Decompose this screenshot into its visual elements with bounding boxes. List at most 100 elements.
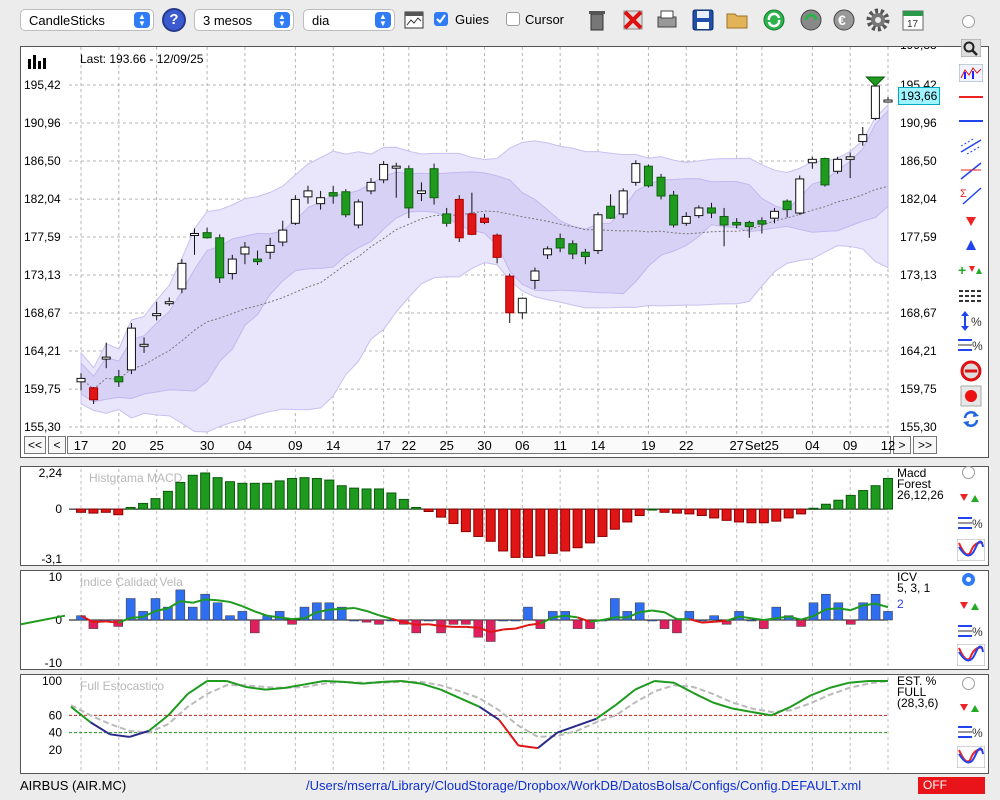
candle: [770, 207, 780, 224]
candle-body: [467, 213, 477, 235]
open-folder-button[interactable]: [724, 6, 752, 34]
icv-smooth-line: [490, 628, 504, 634]
icv-smooth-line: [267, 614, 280, 619]
settings-button[interactable]: [864, 6, 892, 34]
candle: [278, 220, 288, 247]
percent-range-button[interactable]: %: [957, 310, 985, 332]
svg-text:%: %: [971, 315, 982, 329]
stochastic-panel-radio[interactable]: [962, 677, 975, 690]
stochastic-k-line: [401, 680, 422, 685]
macd-legend: Macd Forest 26,12,26: [897, 467, 944, 501]
x-tick-label: 04: [238, 438, 252, 453]
status-badge[interactable]: OFF: [918, 777, 985, 794]
macd-panel-radio[interactable]: [962, 466, 975, 479]
candle-body: [606, 205, 616, 219]
stochastic-curve-button[interactable]: [957, 746, 985, 768]
zoom-button[interactable]: [957, 37, 985, 59]
icv-bar: [746, 619, 757, 622]
nav-last-button[interactable]: >>: [913, 436, 937, 454]
icv-smooth-line: [229, 600, 243, 608]
delete-button[interactable]: [619, 6, 647, 34]
trendline-button[interactable]: [957, 160, 985, 182]
icv-panel[interactable]: 10 0 -10 Indice Calidad Vela ICV 5, 3, 1 2: [20, 570, 989, 670]
record-button[interactable]: [957, 385, 985, 407]
icv-percent-button[interactable]: %: [957, 620, 985, 642]
horizontal-line-blue-button[interactable]: [957, 110, 985, 132]
icv-panel-radio[interactable]: [962, 573, 975, 586]
stochastic-signals-button[interactable]: [957, 697, 985, 719]
disable-button[interactable]: [957, 360, 985, 382]
icv-signals-button[interactable]: [957, 595, 985, 617]
candle: [732, 218, 742, 229]
stochastic-panel[interactable]: 100 60 40 20 Full Estocastico EST. % FULL (…: [20, 674, 989, 774]
horizontal-line-red-button[interactable]: [957, 86, 985, 108]
nav-first-button[interactable]: <<: [24, 436, 46, 454]
chart-window-button[interactable]: [400, 6, 428, 34]
channel-button[interactable]: [957, 135, 985, 157]
icv-smooth-line: [465, 625, 479, 629]
candle-body: [139, 343, 149, 347]
sell-marker-button[interactable]: [957, 210, 985, 232]
candle-body: [656, 176, 666, 197]
save-button[interactable]: [689, 6, 717, 34]
macd-curve-button[interactable]: [957, 539, 985, 561]
icv-curve-button[interactable]: [957, 644, 985, 666]
macd-bar: [609, 508, 620, 530]
candle: [328, 185, 338, 204]
candle: [139, 337, 149, 353]
record-icon: [960, 385, 982, 407]
nav-prev-button[interactable]: <: [48, 436, 66, 454]
refresh-button[interactable]: [760, 6, 788, 34]
icv-bar: [187, 606, 198, 621]
regression-button[interactable]: Σ: [957, 185, 985, 207]
percent-lines-button[interactable]: %: [957, 334, 985, 356]
macd-bar: [858, 490, 869, 510]
chart-type-select[interactable]: CandleSticks ▲ ▼: [20, 9, 154, 31]
candle: [694, 205, 704, 219]
y-tick-label: 10: [49, 571, 63, 584]
candle-body: [240, 246, 250, 255]
add-signal-button[interactable]: +: [957, 259, 985, 281]
y-tick-label-right: 173,13: [900, 268, 937, 282]
macd-percent-button[interactable]: %: [957, 512, 985, 534]
icv-bar: [846, 619, 856, 625]
stochastic-k-line: [673, 681, 694, 694]
cursor-checkbox[interactable]: [506, 12, 520, 26]
price-chart-panel[interactable]: 195,42 195,42 190,96 190,96 186,50 186,50 182,…: [20, 46, 989, 458]
guides-checkbox[interactable]: [434, 12, 448, 26]
macd-bar: [560, 508, 571, 552]
y-tick-label: 60: [49, 708, 63, 722]
stochastic-percent-button[interactable]: %: [957, 721, 985, 743]
main-panel-radio[interactable]: [962, 15, 975, 28]
download-data-button[interactable]: [797, 6, 825, 34]
nav-next-button[interactable]: >: [893, 436, 911, 454]
x-tick-label: 22: [402, 438, 416, 453]
chart-style-button[interactable]: [957, 62, 985, 84]
currency-button[interactable]: €: [830, 6, 858, 34]
candle: [454, 195, 464, 243]
icv-smooth-line: [477, 626, 492, 633]
signal-arrows-icon: [960, 494, 979, 502]
calendar-button[interactable]: 17: [899, 6, 927, 34]
buy-marker-button[interactable]: [957, 234, 985, 256]
lines-menu-button[interactable]: [957, 285, 985, 307]
y-tick-label-right: 199,88: [900, 47, 937, 52]
macd-panel[interactable]: 2,24 0 -3,1 Histgrama MACD Macd Forest 26,…: [20, 466, 989, 566]
icv-bar: [523, 606, 533, 621]
macd-signals-button[interactable]: [957, 487, 985, 509]
time-axis-bar[interactable]: [67, 436, 891, 454]
candle: [757, 217, 767, 234]
config-path-link[interactable]: /Users/mserra/Library/CloudStorage/Dropb…: [306, 778, 862, 793]
period-select[interactable]: 3 mesos ▲ ▼: [194, 9, 294, 31]
macd-bar: [522, 508, 533, 558]
help-button[interactable]: ?: [162, 8, 186, 32]
sync-button[interactable]: [957, 408, 985, 430]
icv-bar: [883, 611, 893, 621]
svg-text:Σ: Σ: [960, 188, 967, 200]
trash-button[interactable]: [583, 6, 611, 34]
print-button[interactable]: [653, 6, 681, 34]
icv-bar: [299, 606, 310, 621]
interval-select[interactable]: dia ▲ ▼: [303, 9, 395, 31]
icv-smooth-line: [515, 624, 529, 630]
